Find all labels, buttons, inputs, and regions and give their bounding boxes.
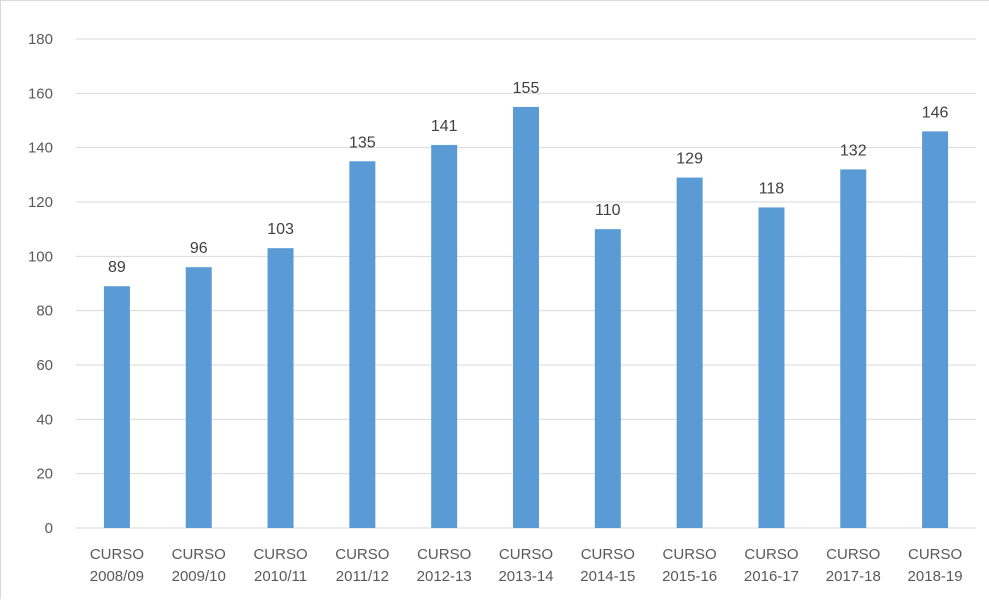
y-tick-label: 180 bbox=[28, 31, 53, 48]
data-label: 146 bbox=[922, 104, 949, 121]
bar bbox=[758, 207, 785, 528]
y-tick-label: 100 bbox=[28, 248, 53, 265]
bar bbox=[103, 286, 130, 528]
x-tick-label: CURSO 2018-19 bbox=[908, 546, 963, 585]
y-tick-label: 60 bbox=[36, 357, 53, 374]
bar bbox=[840, 169, 867, 528]
bars bbox=[103, 106, 949, 529]
y-tick-label: 120 bbox=[28, 194, 53, 211]
y-tick-label: 140 bbox=[28, 140, 53, 157]
y-tick-label: 160 bbox=[28, 85, 53, 102]
bar bbox=[267, 248, 294, 528]
x-tick-label: CURSO 2008/09 bbox=[90, 546, 144, 585]
x-axis-ticks: CURSO 2008/09 CURSO 2009/10 CURSO 2010/11 CURS… bbox=[90, 546, 963, 585]
y-tick-label: 80 bbox=[36, 303, 53, 320]
data-label: 96 bbox=[190, 240, 208, 257]
data-label: 155 bbox=[513, 80, 540, 97]
x-tick-label: CURSO 2012-13 bbox=[417, 546, 472, 585]
bar bbox=[431, 144, 458, 528]
y-tick-label: 20 bbox=[36, 466, 53, 483]
x-tick-label: CURSO 2011/12 bbox=[335, 546, 389, 585]
x-tick-label: CURSO 2014-15 bbox=[580, 546, 635, 585]
bar bbox=[185, 267, 212, 528]
x-tick-label: CURSO 2009/10 bbox=[172, 546, 226, 585]
bar bbox=[349, 161, 376, 528]
bar bbox=[676, 177, 703, 529]
y-tick-label: 40 bbox=[36, 411, 53, 428]
data-label: 129 bbox=[676, 151, 703, 168]
x-tick-label: CURSO 2010/11 bbox=[253, 546, 307, 585]
data-labels: 89 96 103 135 141 155 110 129 118 132 146 bbox=[108, 80, 949, 276]
x-tick-label: CURSO 2016-17 bbox=[744, 546, 799, 585]
y-axis-ticks: 0 20 40 60 80 100 120 140 160 180 bbox=[28, 31, 53, 537]
data-label: 110 bbox=[595, 202, 621, 219]
data-label: 132 bbox=[840, 142, 867, 159]
bar bbox=[922, 131, 949, 528]
bar bbox=[594, 229, 621, 528]
x-tick-label: CURSO 2017-18 bbox=[826, 546, 881, 585]
data-label: 118 bbox=[759, 180, 785, 197]
data-label: 89 bbox=[108, 259, 126, 276]
x-tick-label: CURSO 2013-14 bbox=[498, 546, 553, 585]
data-label: 135 bbox=[349, 134, 376, 151]
y-tick-label: 0 bbox=[45, 520, 53, 537]
data-label: 141 bbox=[431, 118, 458, 135]
x-tick-label: CURSO 2015-16 bbox=[662, 546, 717, 585]
bar bbox=[513, 106, 539, 529]
data-label: 103 bbox=[267, 221, 294, 238]
